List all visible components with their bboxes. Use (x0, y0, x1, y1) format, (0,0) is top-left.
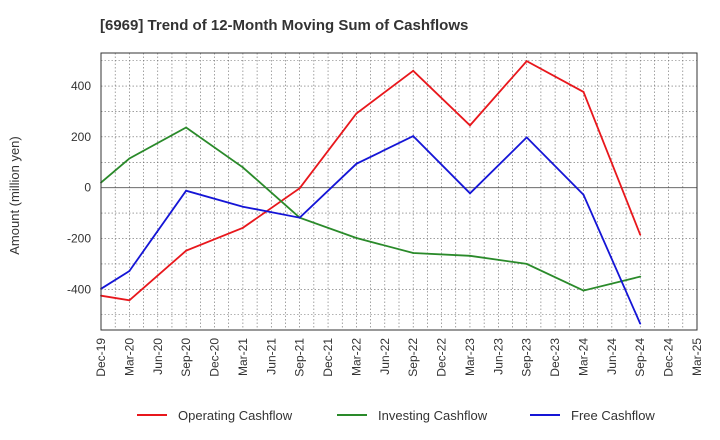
x-tick-label: Mar-21 (236, 338, 250, 376)
y-tick-label: 0 (84, 181, 91, 195)
data-point-2-2 (185, 189, 188, 192)
legend-label-0: Operating Cashflow (178, 408, 293, 423)
data-point-0-4 (298, 187, 301, 190)
x-tick-label: Dec-21 (321, 338, 335, 377)
data-point-1-6 (412, 252, 415, 254)
x-tick-label: Dec-22 (435, 338, 449, 377)
legend: Operating Cashflow Investing Cashflow Free… (137, 408, 655, 423)
data-point-2-8 (525, 136, 528, 139)
data-point-1-10 (639, 275, 642, 278)
x-tick-label: Jun-21 (264, 338, 278, 375)
y-tick-labels: -400 -200 0 200 400 (67, 79, 91, 296)
data-point-2-1 (128, 270, 131, 272)
data-point-1-7 (469, 254, 471, 257)
x-tick-label: Dec-24 (662, 338, 676, 377)
data-point-1-9 (582, 289, 585, 292)
y-tick-label: -200 (67, 232, 91, 246)
data-point-0-7 (469, 124, 471, 127)
data-point-2-10 (639, 322, 642, 325)
x-tick-label: Mar-22 (349, 338, 363, 376)
data-point-1-2 (185, 126, 188, 129)
data-point-1-1 (128, 157, 131, 160)
x-tick-label: Jun-22 (378, 338, 392, 375)
data-point-1-5 (355, 237, 358, 239)
data-point-0-10 (639, 233, 642, 236)
data-point-2-4 (298, 216, 301, 219)
data-point-0-2 (185, 249, 188, 252)
chart-title: [6969] Trend of 12-Month Moving Sum of C… (100, 17, 468, 34)
legend-label-1: Investing Cashflow (378, 408, 488, 423)
x-tick-label: Jun-24 (605, 338, 619, 375)
data-point-0-3 (242, 226, 244, 229)
data-point-2-7 (469, 192, 471, 195)
x-tick-label: Sep-20 (179, 338, 193, 377)
y-tick-label: 400 (71, 79, 91, 93)
x-tick-label: Mar-20 (122, 338, 136, 376)
legend-label-2: Free Cashflow (571, 408, 655, 423)
x-tick-label: Sep-23 (520, 338, 534, 377)
data-point-1-8 (525, 263, 528, 265)
x-tick-label: Jun-23 (491, 338, 505, 375)
data-point-1-3 (242, 166, 244, 169)
plot-frame (100, 52, 698, 331)
x-tick-label: Mar-24 (576, 338, 590, 376)
y-tick-label: 200 (71, 130, 91, 144)
x-tick-label: Sep-24 (633, 338, 647, 377)
data-point-2-6 (412, 135, 415, 138)
x-tick-label: Sep-21 (293, 338, 307, 377)
x-tick-label: Mar-23 (463, 338, 477, 376)
y-axis-label: Amount (million yen) (7, 136, 22, 255)
x-tick-labels: Dec-19 Mar-20 Jun-20 Sep-20 Dec-20 Mar-21 Jun-… (94, 338, 704, 377)
data-point-2-3 (242, 205, 244, 208)
data-point-2-9 (582, 193, 585, 196)
data-point-0-6 (412, 69, 415, 72)
data-point-2-5 (355, 162, 358, 165)
y-tick-label: -400 (67, 282, 91, 296)
data-point-0-1 (128, 299, 131, 302)
data-point-0-5 (355, 112, 358, 115)
data-point-0-8 (525, 60, 528, 63)
series-lines (100, 59, 642, 325)
x-tick-label: Sep-22 (406, 338, 420, 377)
x-tick-label: Dec-19 (94, 338, 108, 377)
x-tick-label: Jun-20 (151, 338, 165, 375)
x-tick-label: Dec-20 (208, 338, 222, 377)
data-point-0-9 (582, 90, 585, 93)
x-tick-label: Dec-23 (548, 338, 562, 377)
x-tick-label: Mar-25 (690, 338, 704, 376)
